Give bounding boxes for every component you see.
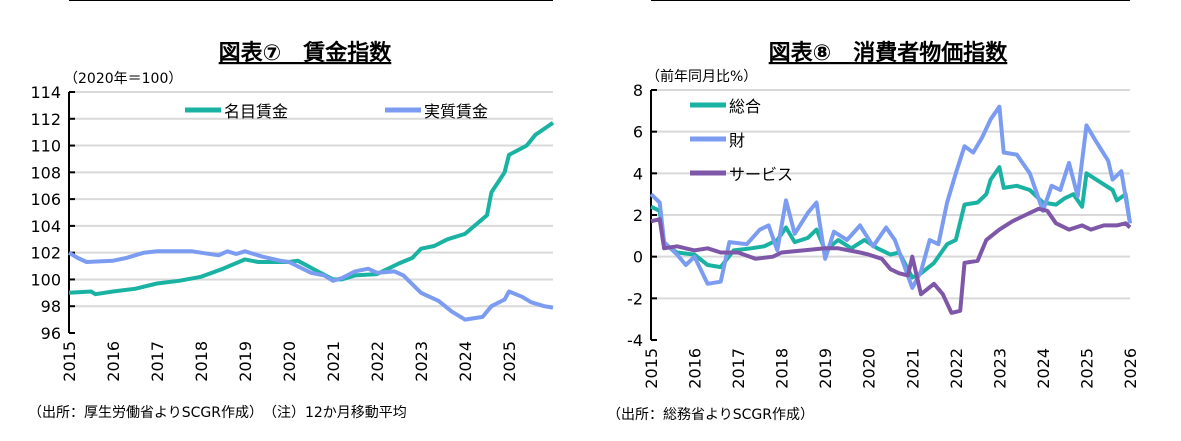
x-tick-label: 2020 <box>280 341 299 382</box>
y-tick-label: -4 <box>627 331 643 350</box>
unit-label: （2020年＝100） <box>64 71 182 87</box>
chart-2: 図表⑧ 消費者物価指数 （前年同月比%） -4 -2 0 2 4 6 8 2015 2016 2017… <box>627 0 1140 389</box>
chart-title: 図表⑧ 消費者物価指数 <box>769 40 1009 66</box>
source-note-left: （出所：厚生労働省よりSCGR作成） （注）12か月移動平均 <box>28 405 407 421</box>
chart-1: 図表⑦ 賃金指数 （2020年＝100） 96 98 100 102 104 106 108 11… <box>30 0 555 382</box>
legend-label: 財 <box>729 131 745 150</box>
x-tick-label: 2022 <box>368 341 387 382</box>
y-tick-label: 4 <box>633 164 643 183</box>
y-tick-label: 110 <box>30 137 61 156</box>
y-tick-label: 106 <box>30 190 61 209</box>
y-tick-label: 108 <box>30 163 61 182</box>
x-tick-label: 2026 <box>1121 348 1140 389</box>
series-line-2 <box>649 104 1132 290</box>
x-tick-label: 2019 <box>816 348 835 389</box>
y-tick-label: 98 <box>41 297 61 316</box>
legend-label: 実質賃金 <box>424 102 488 121</box>
y-tick-label: 2 <box>633 206 643 225</box>
y-tick-label: 0 <box>633 248 643 267</box>
x-tick-label: 2016 <box>686 348 705 389</box>
y-tick-label: 96 <box>41 324 61 343</box>
y-tick-label: 8 <box>633 81 643 100</box>
x-tick-label: 2017 <box>148 341 167 382</box>
legend-label: サービス <box>729 165 793 184</box>
y-tick-label: 114 <box>30 83 61 102</box>
y-tick-label: 112 <box>30 110 61 129</box>
series-line-2 <box>67 249 554 322</box>
x-tick-label: 2018 <box>773 348 792 389</box>
legend-label: 総合 <box>729 97 761 116</box>
x-tick-label: 2019 <box>236 341 255 382</box>
x-tick-label: 2023 <box>990 348 1009 389</box>
x-tick-label: 2025 <box>1077 348 1096 389</box>
series-line-3 <box>650 206 1132 315</box>
x-tick-label: 2025 <box>500 341 519 382</box>
legend-label: 名目賃金 <box>224 102 288 121</box>
x-tick-label: 2024 <box>1034 348 1053 389</box>
y-tick-label: 100 <box>30 270 61 289</box>
x-tick-label: 2015 <box>642 348 661 389</box>
x-tick-label: 2017 <box>729 348 748 389</box>
x-tick-label: 2016 <box>104 341 123 382</box>
x-tick-label: 2023 <box>412 341 431 382</box>
y-tick-label: 102 <box>30 244 61 263</box>
x-tick-label: 2021 <box>324 341 343 382</box>
unit-label: （前年同月比%） <box>646 68 757 85</box>
source-note-right: （出所：総務省よりSCGR作成） <box>607 407 814 423</box>
x-tick-label: 2024 <box>456 341 475 382</box>
x-tick-label: 2021 <box>903 348 922 389</box>
y-tick-label: 104 <box>30 217 61 236</box>
series-line-1 <box>68 121 555 297</box>
x-tick-label: 2015 <box>60 341 79 382</box>
x-tick-label: 2018 <box>192 341 211 382</box>
y-tick-label: -2 <box>627 289 643 308</box>
y-tick-label: 6 <box>633 123 643 142</box>
x-tick-label: 2022 <box>947 348 966 389</box>
chart-title: 図表⑦ 賃金指数 <box>219 40 393 66</box>
x-tick-label: 2020 <box>860 348 879 389</box>
